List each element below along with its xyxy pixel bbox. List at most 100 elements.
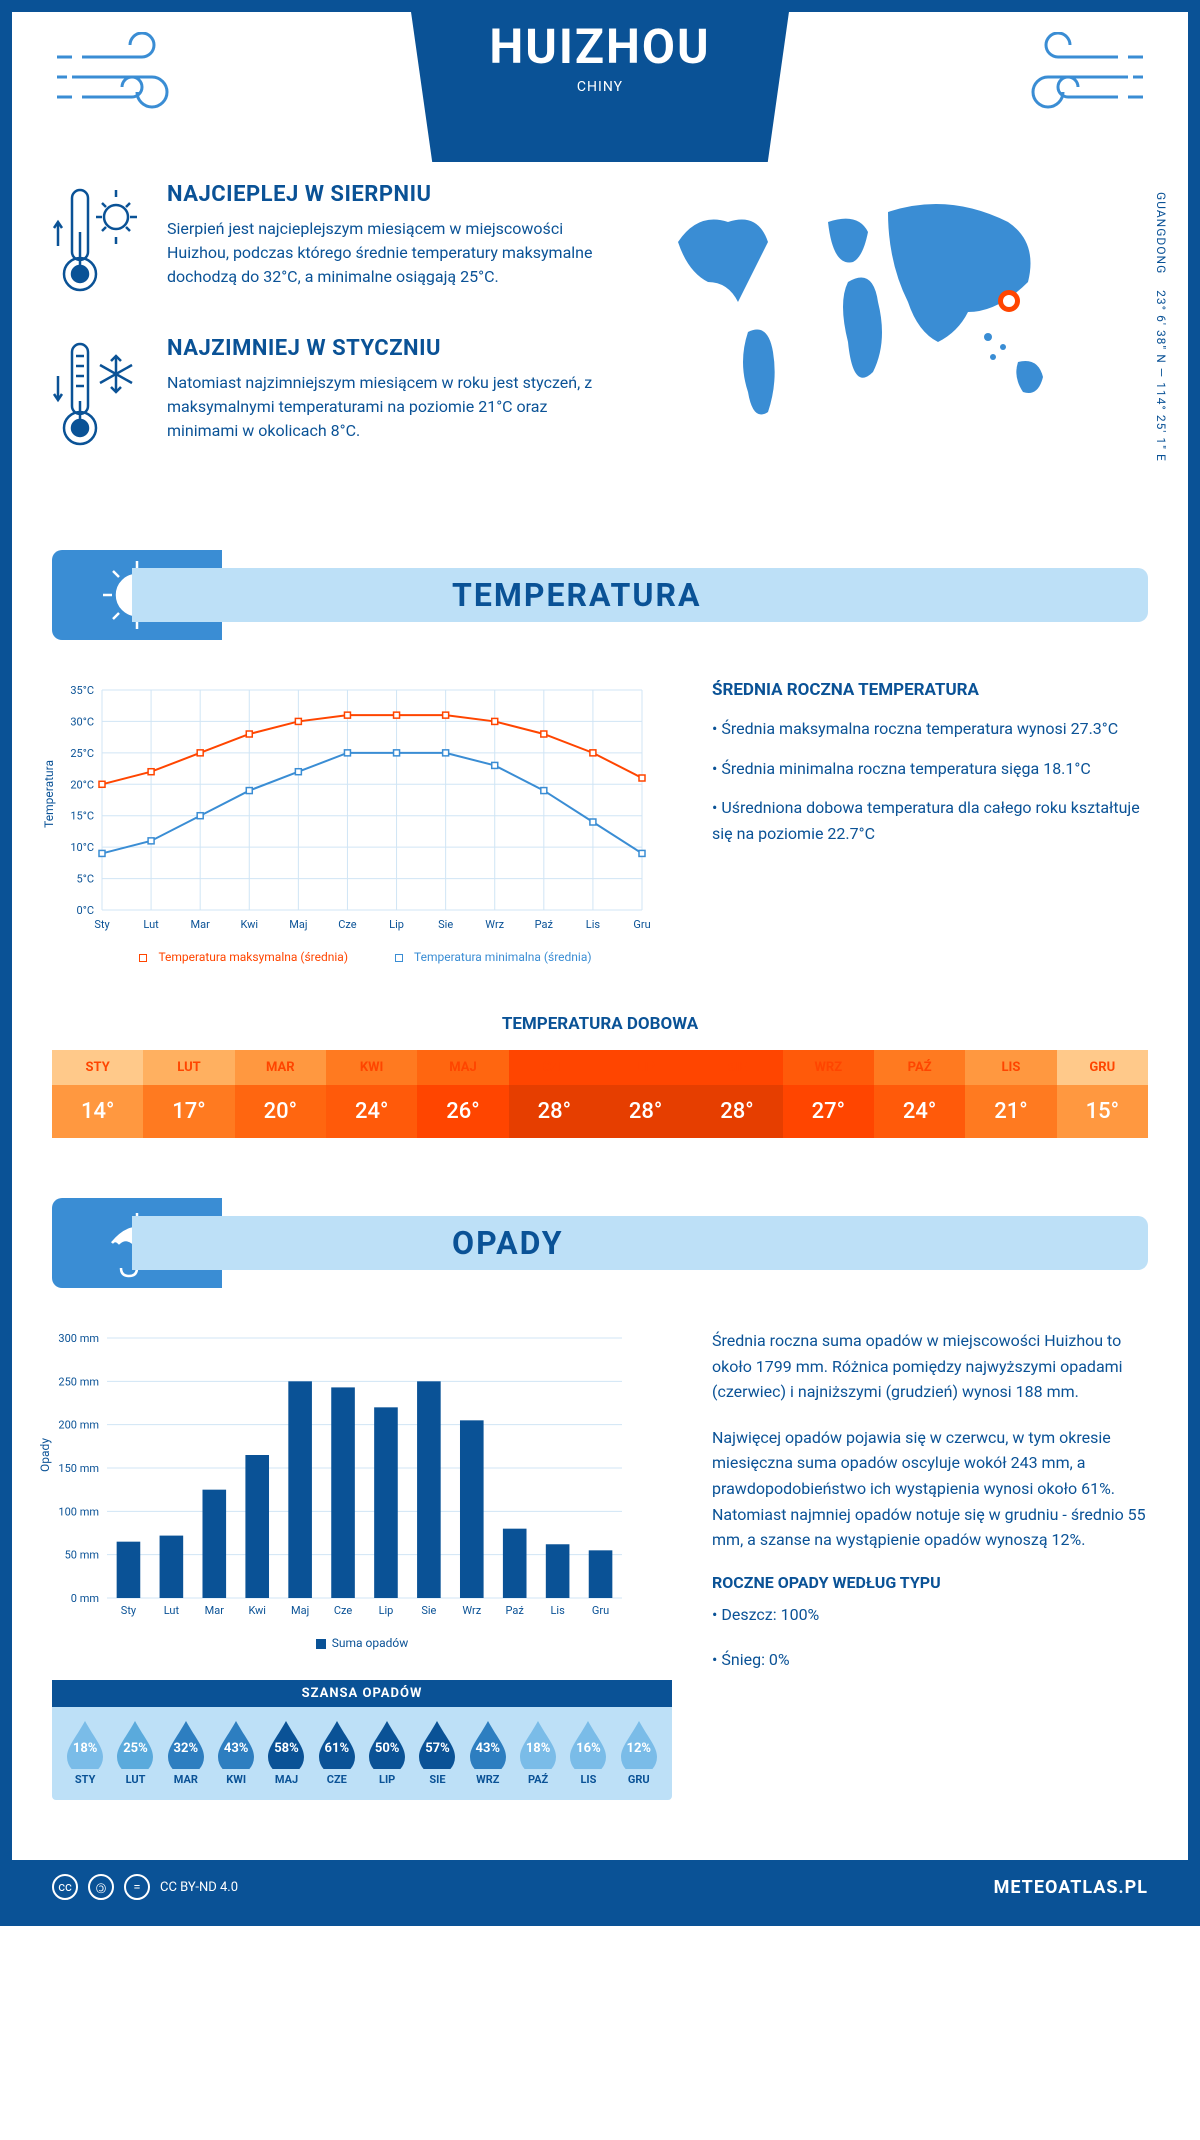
temp-chart-ylabel: Temperatura <box>42 760 56 828</box>
chance-cell: 16%LIS <box>563 1719 613 1786</box>
site-label: METEOATLAS.PL <box>994 1877 1148 1898</box>
cold-fact: NAJZIMNIEJ W STYCZNIU Natomiast najzimni… <box>52 336 608 460</box>
precip-legend-label: Suma opadów <box>332 1636 409 1650</box>
precipitation-heading: OPADY <box>452 1224 564 1262</box>
daily-cell: MAJ26° <box>417 1050 508 1138</box>
svg-text:20°C: 20°C <box>70 778 94 791</box>
daily-cell: CZE28° <box>509 1050 600 1138</box>
chance-cell: 43%KWI <box>211 1719 261 1786</box>
daily-cell: MAR20° <box>235 1050 326 1138</box>
precip-chart-ylabel: Opady <box>38 1438 52 1472</box>
by-icon: 🄯 <box>88 1874 114 1900</box>
hot-text: Sierpień jest najcieplejszym miesiącem w… <box>167 217 608 289</box>
coordinates: GUANGDONG 23° 6' 38" N — 114° 25' 1" E <box>1154 192 1168 462</box>
svg-text:100 mm: 100 mm <box>58 1505 99 1518</box>
svg-text:Lut: Lut <box>164 1604 180 1617</box>
nd-icon: = <box>124 1874 150 1900</box>
svg-text:Lip: Lip <box>389 918 404 931</box>
svg-text:Cze: Cze <box>334 1604 353 1617</box>
svg-text:Cze: Cze <box>338 918 357 931</box>
daily-cell: SIE28° <box>691 1050 782 1138</box>
svg-text:Mar: Mar <box>191 918 211 931</box>
svg-text:25°C: 25°C <box>70 747 94 760</box>
precip-type-title: ROCZNE OPADY WEDŁUG TYPU <box>712 1573 1148 1592</box>
wind-icon-left <box>52 32 212 126</box>
cold-text: Natomiast najzimniejszym miesiącem w rok… <box>167 371 608 443</box>
daily-cell: LIS21° <box>965 1050 1056 1138</box>
svg-text:5°C: 5°C <box>77 873 94 886</box>
temp-stat-2: • Średnia minimalna roczna temperatura s… <box>712 756 1148 782</box>
daily-cell: WRZ27° <box>783 1050 874 1138</box>
svg-text:0 mm: 0 mm <box>71 1592 99 1605</box>
svg-text:Paź: Paź <box>535 918 554 931</box>
city-name: HUIZHOU <box>489 18 710 75</box>
world-map: GUANGDONG 23° 6' 38" N — 114° 25' 1" E <box>648 182 1148 490</box>
temp-stat-1: • Średnia maksymalna roczna temperatura … <box>712 716 1148 742</box>
temperature-stats: ŚREDNIA ROCZNA TEMPERATURA • Średnia mak… <box>712 680 1148 964</box>
precip-type-rain: • Deszcz: 100% <box>712 1602 1148 1628</box>
page-footer: cc 🄯 = CC BY-ND 4.0 METEOATLAS.PL <box>12 1860 1188 1914</box>
svg-text:Sie: Sie <box>438 918 453 931</box>
svg-text:Wrz: Wrz <box>485 918 504 931</box>
legend-min: Temperatura minimalna (średnia) <box>414 950 592 964</box>
chance-cell: 50%LIP <box>362 1719 412 1786</box>
cc-icon: cc <box>52 1874 78 1900</box>
svg-text:Wrz: Wrz <box>462 1604 481 1617</box>
daily-cell: KWI24° <box>326 1050 417 1138</box>
svg-text:35°C: 35°C <box>70 684 94 697</box>
chance-cell: 61%CZE <box>312 1719 362 1786</box>
chance-cell: 18%PAŹ <box>513 1719 563 1786</box>
thermometer-sun-icon <box>52 182 147 306</box>
svg-text:0°C: 0°C <box>77 904 94 917</box>
svg-text:Lis: Lis <box>550 1604 565 1617</box>
country-name: CHINY <box>489 79 710 95</box>
svg-text:Lut: Lut <box>143 918 159 931</box>
daily-cell: STY14° <box>52 1050 143 1138</box>
precipitation-section-header: OPADY <box>52 1198 1148 1288</box>
svg-text:Lis: Lis <box>586 918 601 931</box>
license-label: CC BY-ND 4.0 <box>160 1880 238 1895</box>
temp-stats-title: ŚREDNIA ROCZNA TEMPERATURA <box>712 680 1148 700</box>
latlon-label: 23° 6' 38" N — 114° 25' 1" E <box>1154 290 1168 462</box>
chance-of-precip: SZANSA OPADÓW 18%STY25%LUT32%MAR43%KWI58… <box>52 1680 672 1800</box>
cold-title: NAJZIMNIEJ W STYCZNIU <box>167 336 608 361</box>
chance-cell: 57%SIE <box>412 1719 462 1786</box>
svg-text:Mar: Mar <box>205 1604 225 1617</box>
svg-text:Paź: Paź <box>506 1604 525 1617</box>
daily-temp-table: STY14°LUT17°MAR20°KWI24°MAJ26°CZE28°LIP2… <box>52 1050 1148 1138</box>
thermometer-snow-icon <box>52 336 147 460</box>
chance-cell: 43%WRZ <box>463 1719 513 1786</box>
temp-stat-3: • Uśredniona dobowa temperatura dla całe… <box>712 795 1148 846</box>
temperature-heading: TEMPERATURA <box>452 576 701 614</box>
svg-text:10°C: 10°C <box>70 841 94 854</box>
svg-text:Sty: Sty <box>94 918 110 931</box>
map-svg <box>648 182 1088 442</box>
svg-text:Maj: Maj <box>291 1604 309 1617</box>
svg-text:Kwi: Kwi <box>248 1604 266 1617</box>
daily-cell: LUT17° <box>143 1050 234 1138</box>
svg-text:Sty: Sty <box>121 1604 137 1617</box>
svg-text:Kwi: Kwi <box>241 918 259 931</box>
legend-max: Temperatura maksymalna (średnia) <box>158 950 348 964</box>
temperature-section-header: TEMPERATURA <box>52 550 1148 640</box>
daily-cell: PAŹ24° <box>874 1050 965 1138</box>
precipitation-chart: Opady 0 mm50 mm100 mm150 mm200 mm250 mm3… <box>52 1328 672 1800</box>
hot-title: NAJCIEPLEJ W SIERPNIU <box>167 182 608 207</box>
svg-text:Gru: Gru <box>592 1604 609 1617</box>
precipitation-text: Średnia roczna suma opadów w miejscowośc… <box>712 1328 1148 1800</box>
svg-text:Gru: Gru <box>633 918 650 931</box>
svg-text:50 mm: 50 mm <box>65 1549 99 1562</box>
precip-type-snow: • Śnieg: 0% <box>712 1647 1148 1673</box>
svg-text:300 mm: 300 mm <box>58 1332 99 1345</box>
temp-chart-legend: Temperatura maksymalna (średnia) Tempera… <box>52 950 672 964</box>
intro-section: NAJCIEPLEJ W SIERPNIU Sierpień jest najc… <box>52 162 1148 530</box>
daily-cell: GRU15° <box>1057 1050 1148 1138</box>
svg-text:150 mm: 150 mm <box>58 1462 99 1475</box>
chance-cell: 32%MAR <box>161 1719 211 1786</box>
svg-text:Lip: Lip <box>379 1604 394 1617</box>
svg-text:Maj: Maj <box>289 918 307 931</box>
svg-text:Sie: Sie <box>421 1604 436 1617</box>
precip-para-2: Najwięcej opadów pojawia się w czerwcu, … <box>712 1425 1148 1553</box>
wind-icon-right <box>988 32 1148 126</box>
location-marker <box>998 290 1020 312</box>
